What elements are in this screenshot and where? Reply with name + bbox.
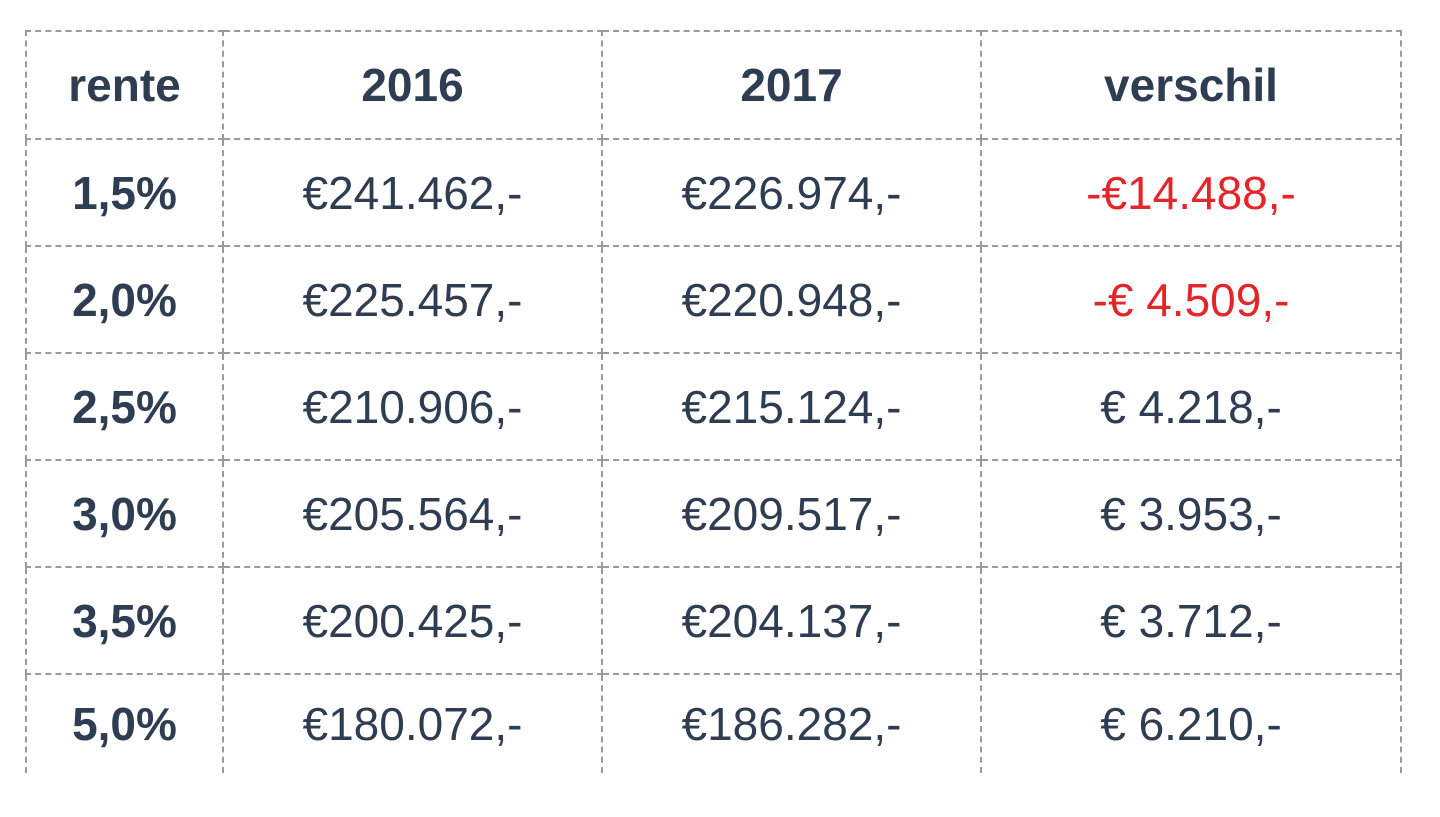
cell: €226.974,- [601, 138, 982, 247]
row: 3,0% €205.564,- €209.517,- € 3.953,- [25, 459, 1402, 568]
cell: €210.906,- [222, 352, 603, 461]
cell: € 3.953,- [980, 459, 1402, 568]
header-cell: rente [25, 30, 224, 140]
cell: €180.072,- [222, 673, 603, 773]
cell: €205.564,- [222, 459, 603, 568]
header-cell: 2017 [601, 30, 982, 140]
header-row: rente 2016 2017 verschil [25, 30, 1402, 140]
row: 2,5% €210.906,- €215.124,- € 4.218,- [25, 352, 1402, 461]
cell: €225.457,- [222, 245, 603, 354]
cell: -€14.488,- [980, 138, 1402, 247]
cell: 5,0% [25, 673, 224, 773]
cell: -€ 4.509,- [980, 245, 1402, 354]
header-cell: verschil [980, 30, 1402, 140]
row: 5,0% €180.072,- €186.282,- € 6.210,- [25, 673, 1402, 773]
cell: 1,5% [25, 138, 224, 247]
cell: €204.137,- [601, 566, 982, 675]
row: 1,5% €241.462,- €226.974,- -€14.488,- [25, 138, 1402, 247]
cell: 2,5% [25, 352, 224, 461]
header-cell: 2016 [222, 30, 603, 140]
row: 2,0% €225.457,- €220.948,- -€ 4.509,- [25, 245, 1402, 354]
rente-table: rente 2016 2017 verschil 1,5% €241.462,-… [25, 30, 1402, 773]
cell: €186.282,- [601, 673, 982, 773]
cell: €220.948,- [601, 245, 982, 354]
cell: €215.124,- [601, 352, 982, 461]
cell: € 4.218,- [980, 352, 1402, 461]
cell: 2,0% [25, 245, 224, 354]
cell: € 3.712,- [980, 566, 1402, 675]
cell: 3,0% [25, 459, 224, 568]
row: 3,5% €200.425,- €204.137,- € 3.712,- [25, 566, 1402, 675]
cell: € 6.210,- [980, 673, 1402, 773]
cell: €241.462,- [222, 138, 603, 247]
cell: 3,5% [25, 566, 224, 675]
cell: €209.517,- [601, 459, 982, 568]
cell: €200.425,- [222, 566, 603, 675]
